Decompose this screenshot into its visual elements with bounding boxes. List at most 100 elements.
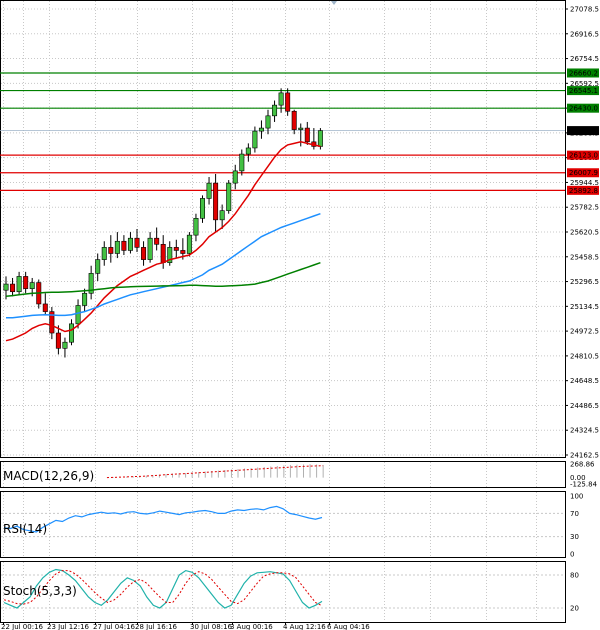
level-label: 26007.9 [569,169,598,177]
rsi-y-tick-label: 70 [570,510,579,518]
macd-y-tick-label: 0.00 [570,474,586,482]
y-tick-label: 24486.5 [570,402,599,410]
x-tick-label: 6 Aug 04:16 [327,623,370,630]
level-label: 26430.0 [569,105,598,113]
y-tick-label: 25458.5 [570,253,599,261]
x-tick-label: 3 Aug 00:16 [230,623,273,630]
y-tick-label: 24648.5 [570,377,599,385]
candle-body [141,247,147,260]
y-tick-label: 25944.5 [570,179,599,187]
candle-body [258,127,264,132]
y-tick-label: 24324.5 [570,427,599,435]
ma-line-2 [5,261,321,298]
candle-body [245,147,251,155]
panel-frame-macd [0,461,566,488]
candle-body [167,247,173,263]
y-tick-label: 25134.5 [570,303,599,311]
rsi-y-tick-label: 30 [570,533,579,541]
x-tick-label: 4 Aug 12:16 [283,623,326,630]
candle-body [29,282,35,289]
candle-body [219,210,225,221]
stoch-signal-line [3,570,323,607]
panel-frame-rsi [0,491,566,558]
candle-body [304,127,310,143]
candle-body [173,247,179,251]
candle-body [291,110,297,130]
level-tag-4 [567,168,599,178]
candle-body [193,218,199,236]
rsi-title: RSI(14) [3,522,47,536]
candle-body [10,283,16,293]
shift-marker-icon [331,1,337,5]
candle-body [16,276,22,293]
y-tick-label: 26592.5 [570,80,599,88]
macd-signal-line [106,465,324,479]
candle-body [134,237,140,248]
y-tick-label: 26754.5 [570,55,599,63]
candle-body [49,311,55,334]
y-tick-label: 25296.5 [570,278,599,286]
panel-frame-price [0,0,566,458]
panel-frame-sto [0,561,566,623]
rsi-line [3,505,323,533]
candle-body [69,323,75,343]
stoch-title: Stoch(5,3,3) [3,584,77,598]
level-tag-0 [567,68,599,78]
candle-body [114,240,120,254]
ma-line-1 [6,212,321,319]
rsi-y-tick-label: 100 [570,493,583,501]
x-tick-label: 27 Jul 04:16 [93,623,136,630]
x-tick-label: 28 Jul 16:16 [135,623,178,630]
candle-body [186,234,192,254]
candle-body [265,115,271,129]
candle-body [55,332,61,349]
candle-body [226,182,232,211]
candle-body [278,92,284,106]
candle-body [200,198,206,219]
candle-body [127,237,133,251]
stoch-y-tick-label: 80 [570,572,579,580]
x-tick-label: 22 Jul 00:16 [1,623,44,630]
current-price-label: 26283.5 [569,127,598,135]
level-label: 25892.8 [569,187,598,195]
y-tick-label: 25620.5 [570,229,599,237]
macd-title: MACD(12,26,9) [3,469,94,483]
candle-body [180,250,186,254]
y-tick-label: 24810.5 [570,352,599,360]
candle-body [88,273,94,294]
candle-body [95,259,101,274]
candle-body [108,247,114,254]
y-tick-label: 27078.5 [570,6,599,14]
level-tag-1 [567,86,599,96]
level-label: 26660.2 [569,69,598,77]
y-tick-label: 24162.5 [570,452,599,460]
candle-body [272,104,278,117]
candle-body [160,244,166,263]
current-price-tag [567,126,599,136]
stoch-main-line [3,568,323,609]
candle-body [298,127,304,130]
y-tick-label: 24972.5 [570,328,599,336]
candle-body [62,341,68,349]
stoch-y-tick-label: 20 [570,605,579,613]
level-tag-3 [567,150,599,160]
candle-body [206,182,212,199]
macd-y-tick-label: -125.84 [570,481,598,489]
x-tick-label: 30 Jul 08:16 [190,623,233,630]
candle-body [23,276,29,289]
candle-body [101,247,107,260]
candle-body [232,170,238,184]
level-tag-5 [567,185,599,195]
y-tick-label: 26916.5 [570,30,599,38]
level-label: 26123.0 [569,152,598,160]
y-tick-label: 25782.5 [570,204,599,212]
level-tag-2 [567,103,599,113]
candle-body [82,292,88,306]
x-tick-label: 23 Jul 12:16 [47,623,90,630]
candle-body [121,240,127,251]
ma-line-0 [5,141,321,342]
candle-body [213,182,219,221]
candle-body [252,130,258,149]
